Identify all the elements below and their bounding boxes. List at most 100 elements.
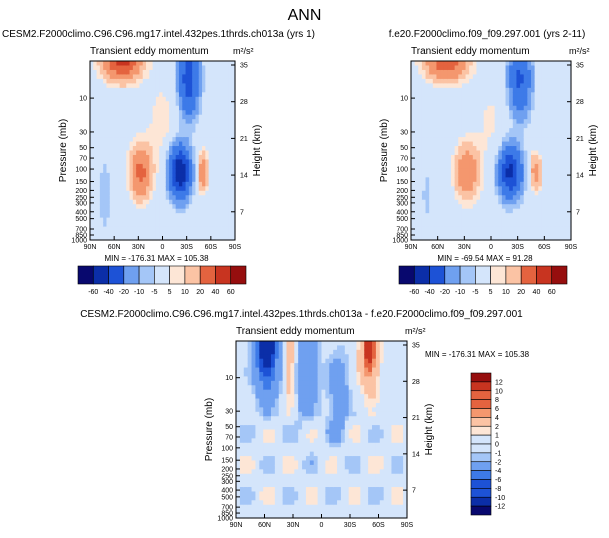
- field-cell: [132, 154, 137, 161]
- field-cell: [202, 235, 206, 241]
- field-cell: [443, 222, 448, 228]
- field-cell: [113, 92, 117, 98]
- field-cell: [139, 78, 144, 84]
- field-cell: [103, 137, 108, 143]
- field-cell: [236, 429, 241, 435]
- field-cell: [152, 159, 157, 165]
- field-cell: [527, 154, 532, 161]
- field-cell: [356, 367, 361, 373]
- field-cell: [155, 74, 160, 80]
- field-cell: [531, 213, 536, 219]
- panel-stats: MIN = -69.54 MAX = 91.28: [437, 254, 533, 263]
- field-cell: [126, 69, 131, 76]
- field-cell: [243, 345, 249, 351]
- field-cell: [469, 226, 474, 232]
- field-cell: [103, 74, 108, 80]
- field-cell: [159, 186, 164, 192]
- field-cell: [251, 380, 257, 386]
- field-cell: [337, 420, 342, 426]
- field-cell: [236, 363, 241, 369]
- field-cell: [198, 177, 203, 183]
- field-cell: [267, 341, 272, 347]
- field-cell: [534, 141, 539, 147]
- field-cell: [152, 222, 157, 228]
- field-cell: [215, 132, 220, 138]
- field-cell: [340, 429, 346, 435]
- field-cell: [96, 222, 101, 228]
- field-cell: [523, 172, 528, 178]
- field-cell: [93, 96, 98, 102]
- field-cell: [90, 123, 94, 129]
- field-cell: [109, 217, 114, 223]
- field-cell: [516, 154, 521, 161]
- field-cell: [270, 363, 276, 369]
- field-cell: [172, 114, 177, 120]
- field-cell: [556, 226, 561, 232]
- field-cell: [270, 389, 276, 395]
- field-cell: [270, 482, 276, 488]
- field-cell: [239, 509, 245, 515]
- field-cell: [278, 500, 284, 506]
- field-cell: [414, 61, 419, 67]
- colorbar-swatch: [413, 265, 430, 285]
- field-cell: [333, 402, 338, 408]
- field-cell: [440, 146, 445, 152]
- field-cell: [228, 83, 233, 89]
- field-cell: [309, 491, 315, 497]
- field-cell: [520, 132, 525, 138]
- field-cell: [527, 181, 532, 187]
- field-cell: [567, 177, 572, 183]
- field-cell: [259, 425, 264, 431]
- field-cell: [340, 500, 346, 506]
- field-cell: [541, 119, 547, 125]
- field-cell: [429, 78, 434, 84]
- field-cell: [325, 354, 330, 360]
- field-cell: [142, 69, 147, 76]
- field-cell: [329, 341, 334, 347]
- field-cell: [136, 154, 141, 161]
- field-cell: [531, 110, 536, 116]
- field-cell: [175, 128, 180, 134]
- field-cell: [451, 235, 456, 241]
- field-cell: [480, 159, 485, 165]
- field-cell: [333, 451, 338, 457]
- field-cell: [169, 159, 173, 165]
- field-cell: [236, 482, 241, 488]
- field-cell: [340, 491, 346, 497]
- field-cell: [236, 341, 241, 347]
- field-cell: [498, 69, 503, 76]
- field-cell: [263, 416, 268, 422]
- field-cell: [454, 168, 459, 174]
- field-cell: [465, 92, 470, 98]
- field-cell: [309, 363, 315, 369]
- field-cell: [454, 96, 459, 102]
- field-cell: [321, 456, 326, 462]
- field-cell: [278, 398, 284, 404]
- field-cell: [305, 460, 311, 466]
- field-cell: [451, 213, 456, 219]
- field-cell: [215, 231, 220, 237]
- field-cell: [505, 146, 510, 152]
- field-cell: [567, 87, 572, 93]
- field-cell: [129, 141, 134, 147]
- field-cell: [567, 119, 572, 125]
- field-cell: [162, 213, 167, 219]
- field-cell: [96, 154, 101, 161]
- field-cell: [344, 349, 350, 355]
- field-cell: [236, 456, 241, 462]
- field-cell: [96, 119, 101, 125]
- field-cell: [155, 87, 160, 93]
- field-cell: [149, 137, 154, 143]
- field-cell: [498, 213, 503, 219]
- field-cell: [259, 367, 264, 373]
- field-cell: [149, 231, 154, 237]
- field-cell: [208, 172, 213, 178]
- field-cell: [520, 74, 525, 80]
- field-cell: [294, 509, 299, 515]
- field-cell: [172, 101, 177, 107]
- field-cell: [567, 159, 572, 165]
- field-cell: [509, 65, 514, 71]
- field-cell: [286, 402, 292, 408]
- field-cell: [109, 96, 114, 102]
- field-cell: [152, 74, 157, 80]
